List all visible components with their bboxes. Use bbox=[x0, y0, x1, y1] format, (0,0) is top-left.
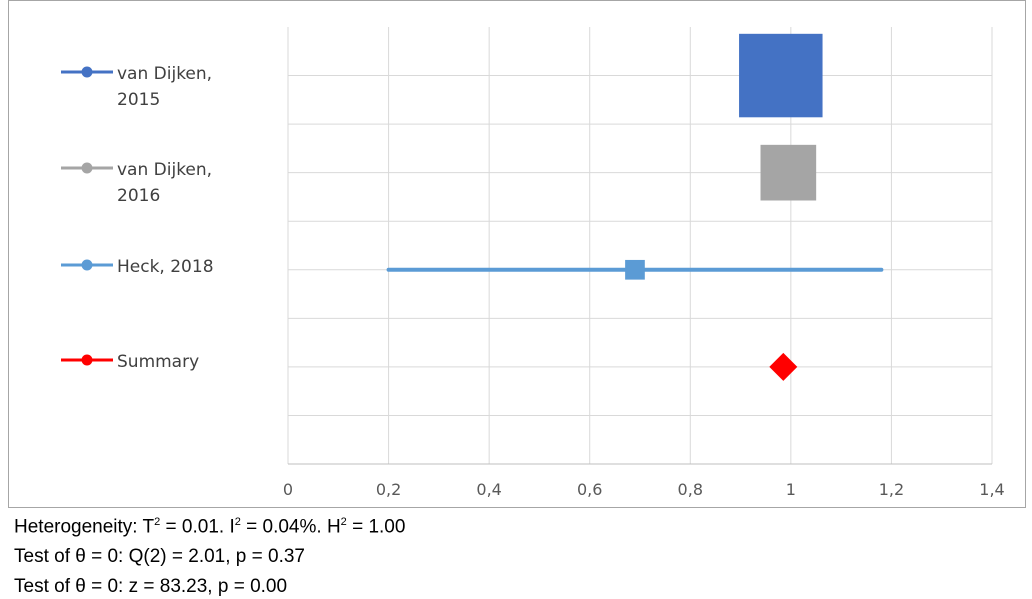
legend-marker-icon bbox=[61, 162, 113, 174]
legend-marker-icon bbox=[61, 259, 113, 271]
legend-label: van Dijken, 2015 bbox=[117, 64, 213, 110]
x-tick-label: 0,8 bbox=[678, 480, 703, 499]
legend-label: Summary bbox=[117, 352, 200, 372]
heterogeneity-line: Heterogeneity: T2 = 0.01. I2 = 0.04%. H2… bbox=[14, 516, 405, 538]
x-tick-label: 1,4 bbox=[979, 480, 1004, 499]
legend-marker-icon bbox=[61, 354, 113, 366]
superscript: 2 bbox=[340, 516, 347, 528]
legend-marker-icon bbox=[61, 66, 113, 78]
x-tick-label: 1,2 bbox=[879, 480, 904, 499]
superscript: 2 bbox=[154, 516, 161, 528]
heterogeneity-text: = 1.00 bbox=[346, 516, 406, 538]
forest-plot: 0 0,2 0,4 0,6 0,8 1 1,2 1,4 bbox=[283, 27, 1005, 499]
x-tick-label: 0,2 bbox=[376, 480, 401, 499]
effect-size-marker bbox=[739, 33, 823, 118]
x-tick-label: 0 bbox=[283, 480, 293, 499]
heterogeneity-text: = 0.04%. H bbox=[240, 516, 341, 538]
legend-label: van Dijken, 2016 bbox=[117, 160, 213, 206]
z-test-line: Test of θ = 0: z = 83.23, p = 0.00 bbox=[14, 576, 288, 597]
superscript: 2 bbox=[234, 516, 241, 528]
effect-size-marker bbox=[625, 259, 645, 280]
summary-diamond bbox=[769, 352, 798, 381]
q-test-line: Test of θ = 0: Q(2) = 2.01, p = 0.37 bbox=[14, 546, 305, 567]
heterogeneity-text: Heterogeneity: T bbox=[14, 516, 155, 538]
x-tick-label: 1 bbox=[786, 480, 796, 499]
forest-plot-frame: 0 0,2 0,4 0,6 0,8 1 1,2 1,4 van Dijken, 2015 va… bbox=[8, 0, 1026, 508]
heterogeneity-text: = 0.01. I bbox=[160, 516, 235, 538]
x-tick-label: 0,6 bbox=[577, 480, 602, 499]
statistics-summary: Heterogeneity: T2 = 0.01. I2 = 0.04%. H2… bbox=[14, 512, 1032, 599]
effect-size-marker bbox=[760, 144, 817, 201]
x-tick-label: 0,4 bbox=[476, 480, 501, 499]
legend-label: Heck, 2018 bbox=[117, 257, 214, 277]
